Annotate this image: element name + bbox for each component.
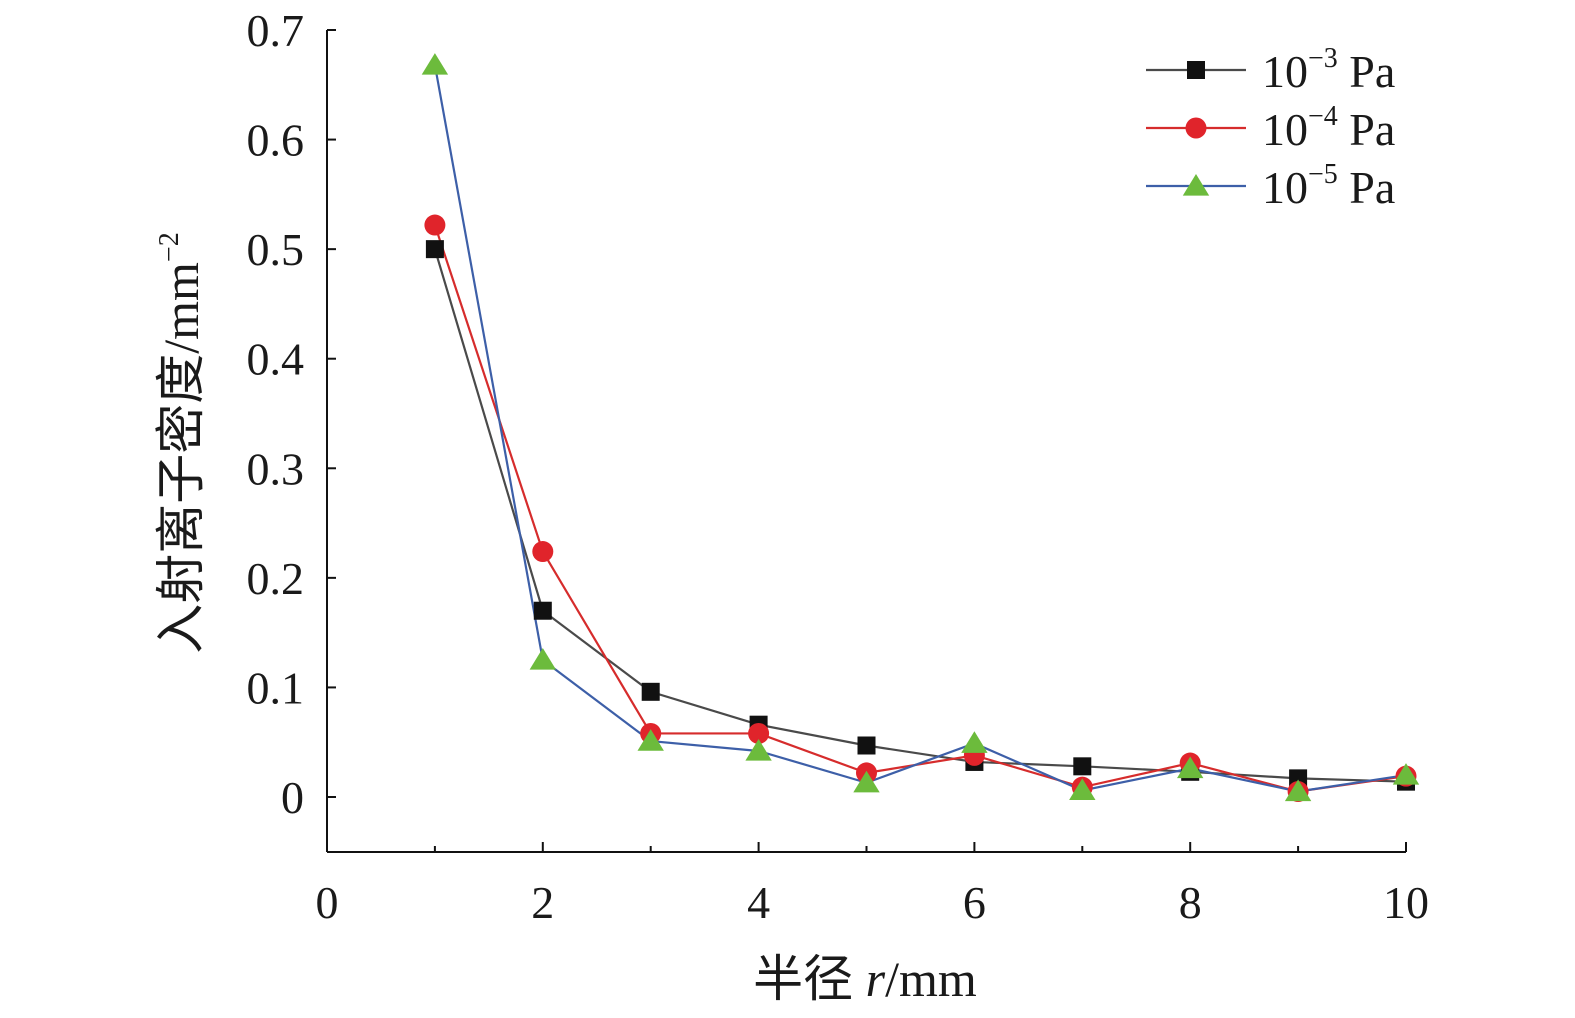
x-tick-label: 6 (963, 877, 986, 928)
data-point-triangle (1177, 756, 1204, 779)
x-tick-label: 4 (747, 877, 770, 928)
y-tick-label: 0 (281, 772, 304, 823)
legend-item: 10−5 Pa (1146, 159, 1395, 213)
data-point-triangle (1284, 779, 1312, 802)
x-tick-label: 8 (1179, 877, 1202, 928)
legend-label: 10−3 Pa (1262, 43, 1395, 97)
legend-label-unit: Pa (1338, 162, 1396, 213)
y-tick-label: 0.5 (247, 224, 305, 275)
legend-label-unit: Pa (1338, 104, 1396, 155)
series-line (433, 64, 1407, 793)
y-tick-label: 0.3 (247, 443, 305, 494)
data-point-triangle (961, 731, 988, 753)
series-line (433, 224, 1407, 793)
data-point-triangle (529, 648, 556, 670)
series-layer (421, 53, 1420, 803)
x-tick-label: 10 (1383, 877, 1429, 928)
data-point-square (641, 682, 660, 701)
data-point-triangle (1182, 174, 1210, 196)
x-axis-title-unit: /mm (885, 951, 977, 1007)
data-point-circle (424, 214, 446, 236)
legend-label-exponent: −4 (1308, 101, 1338, 132)
legend-label: 10−5 Pa (1262, 159, 1395, 213)
y-tick-label: 0.7 (247, 5, 305, 56)
y-axis-title-exponent: −2 (154, 232, 185, 262)
data-point-circle (532, 541, 554, 563)
data-point-triangle (1392, 763, 1420, 785)
data-point-square (425, 240, 444, 259)
series-markers (421, 53, 1420, 802)
data-point-triangle (637, 729, 664, 751)
y-tick-label: 0.1 (247, 662, 305, 713)
legend-label-exponent: −5 (1308, 159, 1338, 190)
series-markers (425, 240, 1415, 791)
series-line (433, 248, 1407, 783)
legend-item: 10−4 Pa (1146, 101, 1395, 155)
x-axis-title: 半径 r/mm (753, 951, 977, 1007)
legend-label: 10−4 Pa (1262, 101, 1395, 155)
data-point-square (1187, 61, 1205, 79)
legend-label-exponent: −3 (1308, 43, 1338, 74)
x-tick-label: 0 (316, 877, 339, 928)
data-point-circle (1185, 117, 1207, 139)
data-point-triangle (421, 53, 449, 75)
x-axis-title-variable: r (866, 951, 886, 1007)
x-tick-label: 2 (531, 877, 554, 928)
legend-label-base: 10 (1262, 104, 1308, 155)
y-tick-label: 0.2 (247, 553, 305, 604)
axes: 0 0.1 0.2 0.3 0.4 0.5 0.6 0.7 0 2 4 6 8 10 (247, 5, 1430, 928)
data-point-triangle (853, 770, 880, 793)
legend-label-base: 10 (1262, 162, 1308, 213)
series-markers (424, 214, 1417, 803)
x-axis-title-prefix: 半径 (753, 951, 866, 1007)
legend-label-unit: Pa (1338, 46, 1396, 97)
data-point-triangle (1069, 778, 1096, 801)
data-point-triangle (745, 738, 772, 761)
data-point-circle (748, 722, 770, 744)
data-point-square (533, 601, 552, 620)
legend-item: 10−3 Pa (1146, 43, 1395, 97)
y-tick-label: 0.6 (247, 115, 305, 166)
y-axis-title-text: 入射离子密度/mm (153, 262, 209, 654)
y-tick-label: 0.4 (247, 334, 305, 385)
y-axis-title: 入射离子密度/mm−2 (153, 232, 209, 653)
legend-label-base: 10 (1262, 46, 1308, 97)
data-point-square (857, 736, 876, 755)
data-point-square (1073, 757, 1092, 776)
